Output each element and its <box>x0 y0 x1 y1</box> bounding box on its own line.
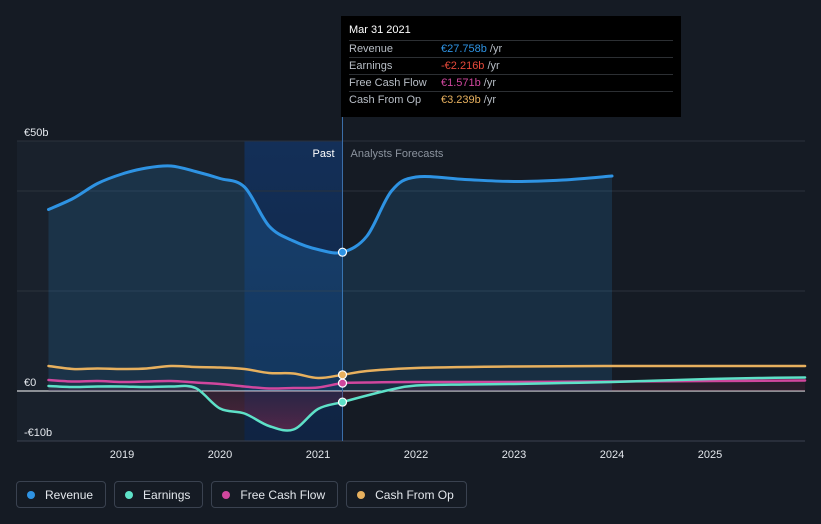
legend-dot-icon <box>27 490 35 499</box>
tooltip-row-free-cash-flow: Free Cash Flow €1.571b/yr <box>349 74 673 91</box>
y-tick-label: €50b <box>24 127 48 139</box>
tooltip-unit: /yr <box>487 60 500 72</box>
tooltip-unit: /yr <box>483 77 496 89</box>
legend-dot-icon <box>357 490 366 499</box>
marker-free-cash-flow[interactable] <box>337 378 348 388</box>
legend-item-free-cash-flow[interactable]: Free Cash Flow <box>211 481 339 508</box>
legend-label: Earnings <box>143 487 191 502</box>
tooltip-value: -€2.216b <box>441 60 485 72</box>
legend-item-revenue[interactable]: Revenue <box>16 481 107 508</box>
x-tick-label: 2022 <box>404 449 428 461</box>
tooltip-value: €3.239b <box>441 94 481 106</box>
tooltip-unit: /yr <box>489 43 503 55</box>
marker-earnings[interactable] <box>337 397 348 407</box>
x-tick-label: 2019 <box>110 449 134 461</box>
tooltip-unit: /yr <box>483 94 496 106</box>
tooltip-row-revenue: Revenue €27.758b/yr <box>349 40 673 57</box>
tooltip-date: Mar 31 2021 <box>349 24 411 36</box>
series-line-revenue <box>47 164 614 255</box>
chart-markers <box>337 247 348 407</box>
tooltip-label: Cash From Op <box>349 94 422 106</box>
series-line-free-cash-flow <box>47 378 807 390</box>
series-line-earnings <box>47 376 807 432</box>
marker-revenue[interactable] <box>337 247 348 257</box>
legend-label: Cash From Op <box>375 487 454 502</box>
chart-labels: €50b €0 -€10b 2019 2020 2021 2022 2023 2024 2025 P… <box>24 127 722 461</box>
earnings-area <box>48 377 806 431</box>
legend-item-cash-from-op[interactable]: Cash From Op <box>346 481 467 508</box>
past-label: Past <box>312 148 334 160</box>
tooltip-row-cash-from-op: Cash From Op €3.239b/yr <box>349 91 673 108</box>
legend-dot-icon <box>125 490 134 499</box>
data-tooltip: Mar 31 2021 Revenue €27.758b/yr Earnings -€… <box>341 16 681 117</box>
x-tick-label: 2020 <box>208 449 232 461</box>
revenue-area <box>48 165 612 391</box>
tooltip-value: €27.758b <box>441 43 487 55</box>
x-tick-label: 2024 <box>600 449 624 461</box>
chart-series-lines <box>47 164 807 432</box>
x-tick-label: 2025 <box>698 449 722 461</box>
legend-label: Free Cash Flow <box>240 487 326 502</box>
y-tick-label: €0 <box>24 377 36 389</box>
marker-cash-from-op[interactable] <box>337 370 348 380</box>
tooltip-rows: Revenue €27.758b/yr Earnings -€2.216b/yr Fre… <box>349 40 673 108</box>
forecast-label: Analysts Forecasts <box>351 148 444 160</box>
legend-dot-icon <box>222 490 231 499</box>
x-tick-label: 2023 <box>502 449 526 461</box>
legend-item-earnings[interactable]: Earnings <box>114 481 204 508</box>
x-tick-label: 2021 <box>306 449 330 461</box>
tooltip-value: €1.571b <box>441 77 481 89</box>
tooltip-row-earnings: Earnings -€2.216b/yr <box>349 57 673 74</box>
tooltip-label: Earnings <box>349 60 393 72</box>
legend-label: Revenue <box>45 487 94 502</box>
tooltip-label: Free Cash Flow <box>349 77 427 89</box>
chart-areas <box>48 165 806 431</box>
y-tick-label: -€10b <box>24 427 52 439</box>
chart-legend: Revenue Earnings Free Cash Flow Cash From O… <box>16 481 467 508</box>
tooltip-label: Revenue <box>349 43 394 55</box>
series-line-cash-from-op <box>47 364 807 380</box>
